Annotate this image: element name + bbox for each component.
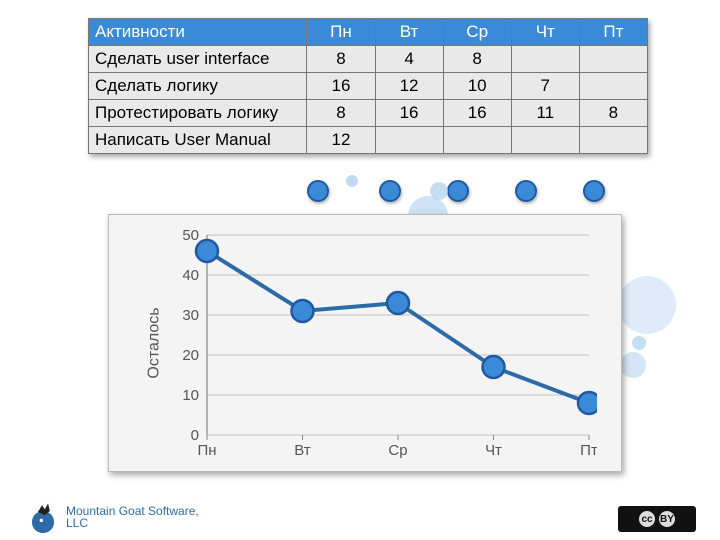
- day-dots: [88, 178, 648, 208]
- activity-cell: Сделать логику: [89, 73, 307, 100]
- svg-text:50: 50: [182, 229, 199, 244]
- day-dot: [447, 180, 469, 202]
- day-dot: [515, 180, 537, 202]
- bubble-icon: [618, 276, 676, 334]
- svg-text:Ср: Ср: [388, 442, 407, 459]
- activity-cell: Написать User Manual: [89, 127, 307, 154]
- table-row: Протестировать логику81616118: [89, 100, 648, 127]
- col-header-day: Пт: [579, 19, 647, 46]
- svg-text:30: 30: [182, 307, 199, 324]
- value-cell: [511, 46, 579, 73]
- svg-text:40: 40: [182, 267, 199, 284]
- burndown-table: АктивностиПнВтСрЧтПт Сделать user interf…: [88, 18, 648, 154]
- burndown-chart: Осталось 01020304050ПнВтСрЧтПт: [108, 214, 622, 472]
- value-cell: [511, 127, 579, 154]
- value-cell: [443, 127, 511, 154]
- value-cell: 16: [443, 100, 511, 127]
- value-cell: 8: [579, 100, 647, 127]
- by-icon: BY: [659, 511, 675, 527]
- chart-ylabel: Осталось: [146, 307, 164, 378]
- value-cell: [579, 46, 647, 73]
- svg-text:10: 10: [182, 387, 199, 404]
- footer: Mountain Goat Software, LLC: [26, 500, 206, 534]
- bubble-icon: [346, 175, 358, 187]
- value-cell: 12: [307, 127, 375, 154]
- table-row: Сделать логику1612107: [89, 73, 648, 100]
- day-dot: [307, 180, 329, 202]
- col-header-day: Ср: [443, 19, 511, 46]
- table-row: Сделать user interface848: [89, 46, 648, 73]
- cc-icon: cc: [639, 511, 655, 527]
- value-cell: 11: [511, 100, 579, 127]
- value-cell: 8: [307, 46, 375, 73]
- value-cell: 12: [375, 73, 443, 100]
- chart-canvas: 01020304050ПнВтСрЧтПт: [167, 229, 597, 465]
- value-cell: 10: [443, 73, 511, 100]
- day-dot: [379, 180, 401, 202]
- bubble-icon: [430, 182, 448, 200]
- activity-cell: Протестировать логику: [89, 100, 307, 127]
- table-row: Написать User Manual12: [89, 127, 648, 154]
- footer-text: Mountain Goat Software, LLC: [66, 505, 206, 529]
- value-cell: 4: [375, 46, 443, 73]
- col-header-activity: Активности: [89, 19, 307, 46]
- svg-text:Вт: Вт: [294, 442, 311, 459]
- value-cell: 16: [307, 73, 375, 100]
- value-cell: [579, 73, 647, 100]
- cc-badge: cc BY: [618, 506, 696, 532]
- value-cell: 7: [511, 73, 579, 100]
- activity-cell: Сделать user interface: [89, 46, 307, 73]
- goat-logo-icon: [26, 500, 60, 534]
- value-cell: [375, 127, 443, 154]
- svg-text:Чт: Чт: [485, 442, 502, 459]
- bubble-icon: [632, 336, 646, 350]
- day-dot: [583, 180, 605, 202]
- value-cell: 8: [443, 46, 511, 73]
- bubble-icon: [620, 352, 646, 378]
- svg-text:20: 20: [182, 347, 199, 364]
- col-header-day: Вт: [375, 19, 443, 46]
- value-cell: [579, 127, 647, 154]
- col-header-day: Чт: [511, 19, 579, 46]
- col-header-day: Пн: [307, 19, 375, 46]
- svg-text:Пн: Пн: [197, 442, 216, 459]
- value-cell: 16: [375, 100, 443, 127]
- svg-text:Пт: Пт: [580, 442, 597, 459]
- value-cell: 8: [307, 100, 375, 127]
